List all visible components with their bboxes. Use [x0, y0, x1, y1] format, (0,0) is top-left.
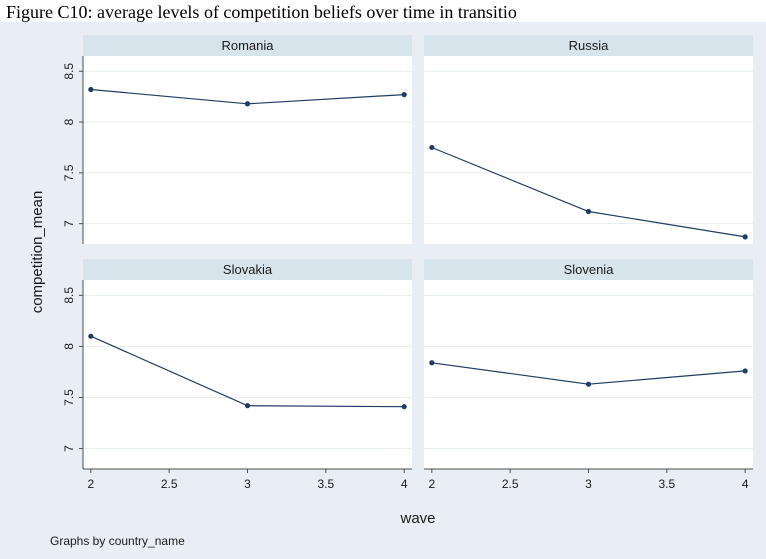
data-point-russia-2	[429, 144, 435, 151]
graphs-by-note: Graphs by country_name	[50, 534, 185, 548]
figure-caption: Figure C10: average levels of competitio…	[6, 2, 517, 22]
data-point-russia-3	[585, 208, 592, 215]
chart-marks-layer: 7 7.5 8 8.5 7 7.5 8 8.5 2 2.5 3 3.5 4 2 2.5 3 3.5 4	[62, 56, 753, 491]
x-tick-label-slovakia: 2.5	[161, 477, 178, 491]
x-tick-label-slovakia: 2	[87, 477, 94, 491]
panel-romania: Romania	[83, 35, 412, 244]
x-tick-label-slovenia: 3.5	[658, 477, 675, 491]
strip-label-russia: Russia	[569, 38, 610, 53]
data-point-slovakia-2	[88, 333, 94, 339]
y-tick-label-romania: 8.5	[62, 63, 76, 80]
y-tick-label-slovakia: 7.5	[62, 389, 76, 406]
plot-area-romania	[83, 56, 412, 244]
data-point-slovenia-4	[742, 368, 748, 374]
data-point-slovenia-3	[585, 381, 592, 387]
strip-label-slovenia: Slovenia	[564, 262, 615, 277]
y-tick-label-slovakia: 8.5	[62, 287, 76, 304]
panel-slovakia: Slovakia	[83, 259, 412, 469]
x-tick-label-slovenia: 4	[742, 477, 749, 491]
strip-label-slovakia: Slovakia	[223, 262, 273, 277]
x-tick-label-slovakia: 3	[244, 477, 251, 491]
data-point-slovenia-2	[429, 360, 435, 366]
y-tick-label-slovakia: 7	[62, 445, 76, 452]
plot-area-russia	[424, 56, 753, 244]
data-point-russia-4	[742, 234, 748, 240]
x-tick-label-slovenia: 2	[428, 477, 435, 491]
strip-romania	[83, 35, 412, 56]
strip-label-romania: Romania	[221, 38, 274, 53]
data-point-slovakia-4	[401, 404, 407, 410]
data-point-romania-4	[401, 92, 407, 98]
y-tick-label-slovakia: 8	[62, 343, 76, 350]
y-tick-label-romania: 7	[62, 220, 76, 227]
data-point-slovakia-3	[244, 403, 251, 409]
strip-russia	[424, 35, 753, 56]
x-tick-label-slovenia: 2.5	[502, 477, 519, 491]
y-axis-title: competition_mean	[29, 191, 46, 314]
plot-area-slovakia	[83, 280, 412, 469]
panel-slovenia: Slovenia	[424, 259, 753, 469]
strip-slovakia	[83, 259, 412, 280]
y-tick-label-romania: 8	[62, 118, 76, 125]
x-tick-label-slovakia: 3.5	[317, 477, 334, 491]
y-tick-label-romania: 7.5	[62, 164, 76, 181]
x-axis-title: wave	[399, 510, 435, 527]
strip-slovenia	[424, 259, 753, 280]
x-tick-label-slovenia: 3	[585, 477, 592, 491]
data-point-romania-3	[244, 101, 251, 107]
x-tick-label-slovakia: 4	[401, 477, 408, 491]
data-point-romania-2	[88, 86, 94, 93]
